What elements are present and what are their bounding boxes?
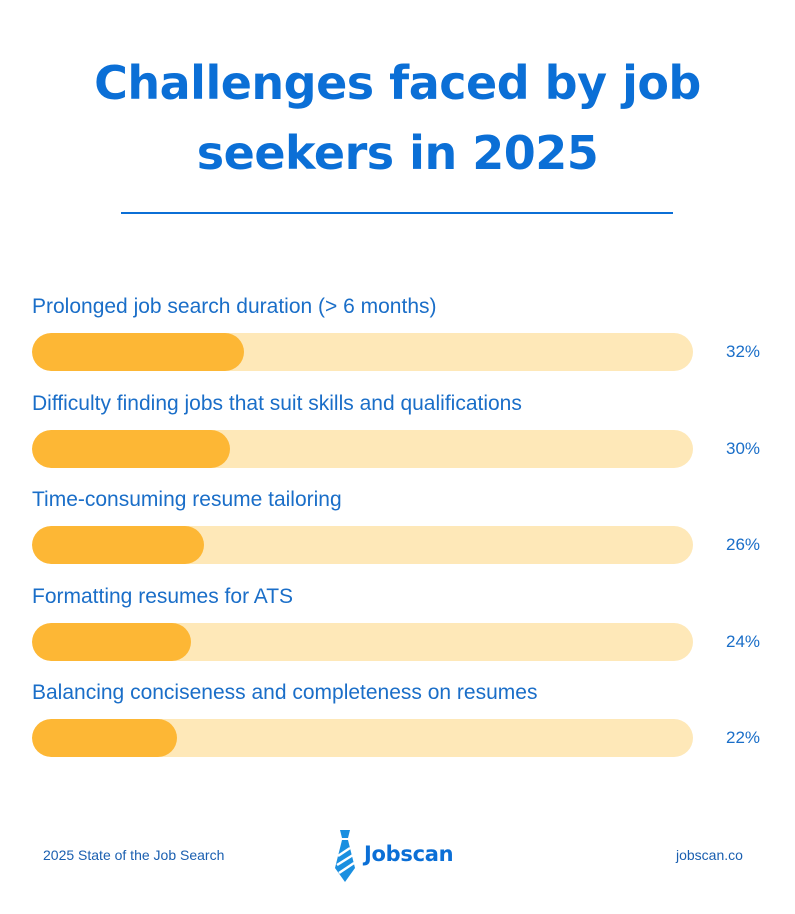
bar-value-label: 24%: [726, 631, 761, 651]
bar: [32, 622, 191, 661]
bar-category-label: Time-consuming resume tailoring: [32, 488, 342, 511]
bar-category-label: Prolonged job search duration (> 6 month…: [32, 295, 437, 318]
bar-row: Time-consuming resume tailoring 26%: [0, 487, 795, 571]
bar: [32, 526, 204, 564]
report-name: 2025 State of the Job Search: [43, 847, 225, 863]
bar-track: [32, 429, 693, 468]
chart-title: Challenges faced by job seekers in 2025: [94, 56, 701, 180]
bar-track: [32, 333, 693, 371]
bar-value-label: 30%: [726, 438, 761, 458]
jobscan-logo: Jobscan: [334, 830, 474, 882]
bar-row: Formatting resumes for ATS 24%: [0, 584, 795, 668]
brand-name: Jobscan: [364, 842, 454, 866]
bar-row: Balancing conciseness and completeness o…: [0, 680, 795, 764]
bar-row: Difficulty finding jobs that suit skills…: [0, 391, 795, 475]
bar-row: Prolonged job search duration (> 6 month…: [0, 294, 795, 378]
bar-category-label: Balancing conciseness and completeness o…: [32, 681, 538, 704]
bar-value-label: 32%: [726, 342, 761, 361]
bar-category-label: Formatting resumes for ATS: [32, 584, 294, 608]
website-link[interactable]: jobscan.co: [676, 847, 743, 863]
bar-value-label: 26%: [726, 535, 761, 554]
bar-track: [32, 719, 693, 757]
bar-value-label: 22%: [726, 728, 761, 747]
bar: [32, 333, 244, 371]
bar: [32, 719, 178, 757]
bar-track: [32, 622, 693, 661]
title-divider: [121, 212, 673, 214]
bar: [32, 429, 231, 468]
bar-category-label: Difficulty finding jobs that suit skills…: [32, 391, 522, 415]
tie-icon: [335, 830, 355, 882]
bar-track: [32, 526, 693, 564]
